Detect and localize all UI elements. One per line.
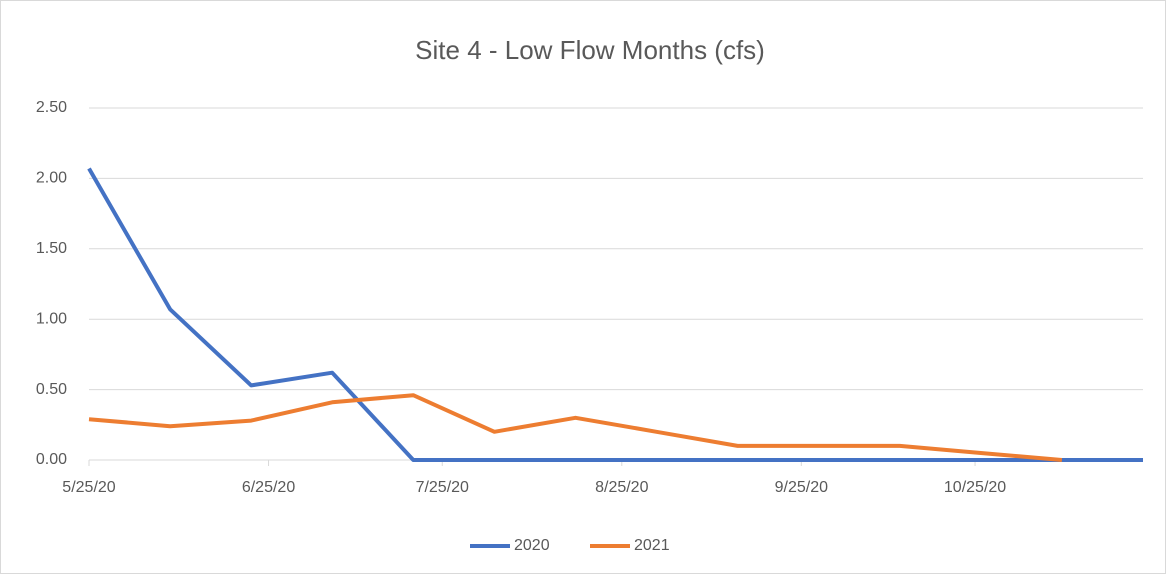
x-tick-label: 9/25/20: [775, 479, 828, 496]
x-tick-label: 8/25/20: [595, 479, 648, 496]
x-tick-label: 6/25/20: [242, 479, 295, 496]
y-tick-label: 1.50: [36, 240, 67, 257]
chart-title: Site 4 - Low Flow Months (cfs): [415, 35, 765, 65]
legend-label: 2021: [634, 537, 670, 554]
y-tick-label: 1.00: [36, 310, 67, 327]
line-series: [88, 393, 1063, 462]
x-tick-label: 7/25/20: [416, 479, 469, 496]
legend-label: 2020: [514, 537, 550, 554]
y-tick-label: 2.00: [36, 170, 67, 187]
x-tick-label: 5/25/20: [62, 479, 115, 496]
y-tick-label: 2.50: [36, 99, 67, 116]
x-tick-label: 10/25/20: [944, 479, 1006, 496]
line-series: [87, 167, 1143, 462]
y-tick-label: 0.00: [36, 451, 67, 468]
y-tick-label: 0.50: [36, 381, 67, 398]
